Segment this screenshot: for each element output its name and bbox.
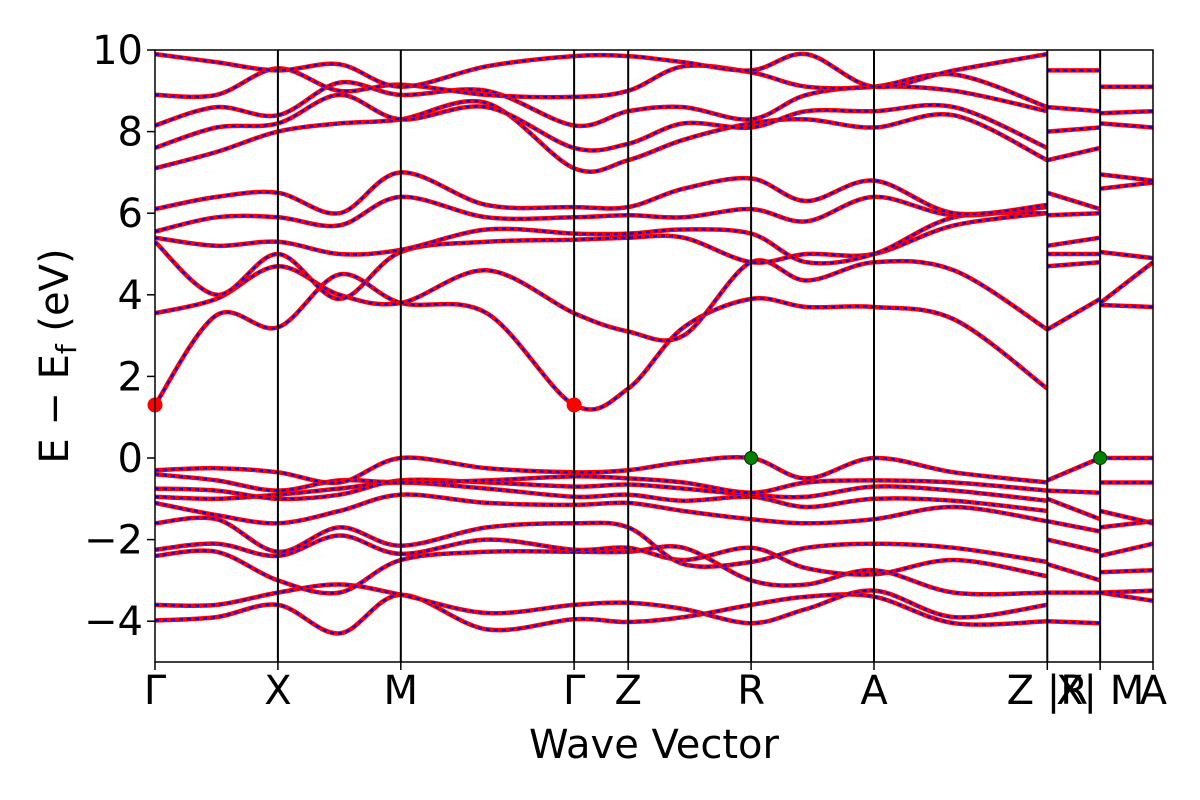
band-line-blue-48 — [1099, 261, 1153, 304]
band-line-blue-51 — [1100, 173, 1153, 182]
x-axis-label: Wave Vector — [529, 722, 780, 768]
bands-layer — [155, 51, 1153, 636]
kpoint-lines — [276, 50, 1102, 662]
x-tick-label-6: A — [860, 668, 888, 714]
vbm-marker-2 — [744, 451, 759, 465]
y-axis-label: E − Ef (eV) — [32, 248, 83, 463]
y-tick-label-1: −2 — [84, 518, 143, 564]
band-line-blue-30 — [1047, 261, 1101, 268]
band-line-blue-33 — [1047, 212, 1101, 217]
band-line-red-11 — [155, 258, 1049, 343]
band-line-red-20 — [155, 51, 1048, 90]
band-line-blue-53 — [1100, 110, 1153, 115]
band-line-blue-10 — [155, 272, 1048, 411]
x-tick-label-3: Γ — [563, 668, 586, 714]
band-line-blue-23 — [1046, 563, 1101, 582]
x-tick-label-5: R — [737, 668, 765, 714]
band-line-blue-49 — [1100, 250, 1153, 260]
band-line-blue-41 — [1100, 569, 1153, 574]
x-tick-label-1: X — [264, 668, 291, 714]
cbm-marker-1 — [566, 397, 582, 413]
x-tick-label-0: Γ — [144, 668, 167, 714]
band-line-red-3 — [155, 533, 1048, 579]
band-line-blue-42 — [1099, 542, 1153, 557]
x-tick-label-7: Z |R — [1007, 668, 1088, 714]
y-tick-label-3: 2 — [118, 354, 143, 400]
band-line-blue-0 — [155, 593, 1048, 635]
x-tick-label-2: M — [384, 668, 419, 714]
band-line-blue-25 — [1047, 520, 1101, 533]
y-tick-label-0: −4 — [84, 599, 143, 645]
band-line-blue-40 — [1100, 589, 1153, 594]
band-line-blue-32 — [1047, 236, 1101, 247]
y-ticks: −4 −2 0 2 4 6 8 10 — [84, 28, 155, 645]
band-line-red-10 — [155, 271, 1049, 412]
band-line-red-12 — [155, 210, 1048, 302]
band-line-blue-11 — [155, 259, 1048, 342]
band-line-red-4 — [155, 515, 1048, 570]
band-line-blue-50 — [1100, 181, 1153, 190]
y-tick-label-7: 10 — [92, 28, 143, 74]
band-line-blue-16 — [155, 100, 1048, 173]
band-line-blue-35 — [1047, 146, 1101, 162]
plot-frame — [154, 49, 1154, 663]
vbm-marker-3 — [1093, 451, 1108, 465]
band-line-blue-37 — [1047, 106, 1101, 113]
band-line-blue-27 — [1047, 489, 1101, 494]
band-line-blue-43 — [1100, 520, 1153, 529]
band-line-blue-52 — [1100, 122, 1153, 129]
band-line-blue-44 — [1099, 509, 1153, 525]
x-tick-label-9: A — [1140, 668, 1168, 714]
band-line-blue-47 — [1100, 303, 1153, 309]
y-tick-label-4: 4 — [118, 273, 143, 319]
x-tick-label-4: Z — [614, 668, 641, 714]
band-line-red-14 — [155, 194, 1048, 234]
y-tick-label-5: 6 — [118, 191, 143, 237]
band-line-blue-15 — [155, 171, 1048, 216]
band-line-blue-34 — [1046, 191, 1101, 211]
y-tick-label-6: 8 — [118, 110, 143, 156]
band-line-blue-29 — [1046, 297, 1101, 331]
band-line-blue-28 — [1046, 456, 1101, 482]
band-line-blue-5 — [155, 493, 1048, 525]
band-line-blue-24 — [1047, 538, 1101, 553]
band-line-blue-26 — [1046, 497, 1101, 521]
y-tick-label-2: 0 — [118, 436, 143, 482]
band-line-blue-36 — [1047, 126, 1101, 133]
band-line-blue-21 — [1047, 620, 1101, 625]
band-line-red-0 — [155, 592, 1048, 636]
markers-layer — [147, 397, 1108, 465]
x-tick-label-8: X| M — [1056, 668, 1144, 714]
